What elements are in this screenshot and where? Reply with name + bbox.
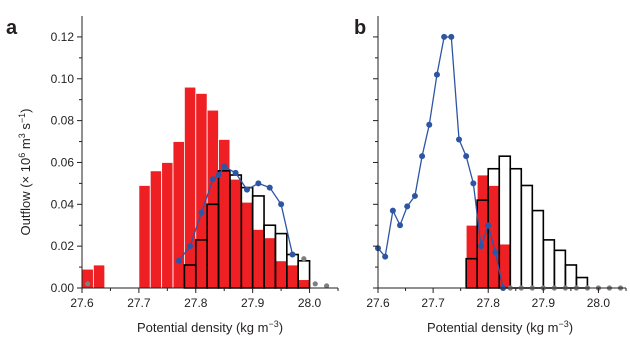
red-bar bbox=[252, 229, 265, 289]
blue-point bbox=[255, 180, 262, 187]
x-tick-label: 27.9 bbox=[241, 296, 265, 310]
x-tick-label: 28.0 bbox=[587, 296, 611, 310]
x-tick-label: 28.0 bbox=[298, 296, 322, 310]
blue-point bbox=[448, 33, 455, 40]
grey-point bbox=[301, 256, 307, 262]
panel-b: b 27.6 27.7 27.8 27.9 28.0 Potential density… bbox=[354, 16, 627, 335]
outline-bar bbox=[542, 239, 556, 289]
red-bar bbox=[195, 93, 208, 289]
panel-a-y-ticks: 0.00 0.02 0.04 0.06 0.08 0.10 0.12 bbox=[51, 30, 82, 295]
y-tick-label: 0.04 bbox=[51, 197, 75, 211]
outline-bar bbox=[564, 264, 578, 289]
blue-point bbox=[243, 186, 250, 193]
red-bar bbox=[149, 170, 163, 289]
panel-a-red-bars bbox=[81, 86, 310, 289]
blue-point bbox=[232, 169, 239, 176]
red-bar bbox=[206, 109, 219, 289]
blue-point bbox=[492, 249, 499, 256]
grey-point bbox=[85, 281, 91, 287]
x-tick-label: 27.6 bbox=[366, 296, 390, 310]
x-tick-label: 27.8 bbox=[477, 296, 501, 310]
panel-a-x-ticks: 27.6 27.7 27.8 27.9 28.0 bbox=[70, 288, 339, 310]
panel-b-x-axis-label: Potential density (kg m−3) bbox=[427, 319, 573, 335]
blue-point bbox=[419, 153, 426, 160]
panel-b-x-ticks: 27.6 27.7 27.8 27.9 28.0 bbox=[366, 288, 627, 310]
blue-point bbox=[215, 172, 222, 179]
blue-point bbox=[278, 201, 285, 208]
red-bar bbox=[240, 201, 254, 289]
panel-a: a 0.000.020.040.060.080.100.12 27.6 27.7 2… bbox=[6, 16, 339, 335]
red-bar bbox=[92, 264, 106, 289]
red-bar bbox=[286, 264, 299, 289]
panel-a-label: a bbox=[6, 17, 18, 39]
blue-point bbox=[289, 251, 296, 258]
blue-point bbox=[470, 180, 477, 187]
panel-a-grey-points bbox=[85, 256, 330, 289]
blue-point bbox=[187, 243, 194, 250]
panel-a-x-axis-label: Potential density (kg m−3) bbox=[137, 319, 283, 335]
red-bar bbox=[138, 185, 151, 289]
blue-point bbox=[397, 222, 404, 229]
y-tick-label: 0.12 bbox=[51, 30, 75, 44]
red-bar bbox=[229, 178, 242, 289]
x-tick-label: 27.7 bbox=[127, 296, 151, 310]
y-tick-label: 0.02 bbox=[51, 239, 75, 253]
blue-point bbox=[266, 184, 273, 191]
red-bar bbox=[297, 279, 310, 289]
red-bar bbox=[263, 237, 276, 289]
panel-a-blue-line bbox=[178, 165, 294, 262]
panel-b-label: b bbox=[354, 17, 366, 39]
blue-point bbox=[389, 207, 396, 214]
blue-point bbox=[198, 209, 205, 216]
y-tick-label: 0.10 bbox=[51, 72, 75, 86]
blue-point bbox=[221, 163, 228, 170]
grey-point bbox=[312, 281, 318, 287]
x-tick-label: 27.9 bbox=[532, 296, 556, 310]
outline-bar bbox=[509, 167, 523, 289]
blue-point bbox=[382, 253, 389, 260]
blue-point bbox=[426, 121, 433, 128]
panel-b-y-ticks bbox=[373, 36, 378, 289]
red-bar bbox=[172, 141, 185, 289]
grey-point bbox=[324, 283, 330, 289]
red-bar bbox=[218, 139, 231, 289]
panel-a-blue-points bbox=[175, 163, 296, 264]
red-bar bbox=[183, 86, 197, 289]
blue-point bbox=[463, 153, 470, 160]
blue-point bbox=[175, 257, 182, 264]
red-bar bbox=[487, 185, 500, 289]
blue-point bbox=[411, 192, 418, 199]
blue-point bbox=[456, 136, 463, 143]
red-bar bbox=[465, 224, 478, 289]
blue-point bbox=[478, 243, 485, 250]
outline-bar bbox=[520, 184, 534, 289]
y-tick-label: 0.08 bbox=[51, 114, 75, 128]
blue-point bbox=[485, 222, 492, 229]
blue-point bbox=[441, 33, 448, 40]
red-bar bbox=[161, 162, 174, 289]
red-bar bbox=[498, 243, 511, 289]
x-tick-label: 27.8 bbox=[184, 296, 208, 310]
y-axis-label: Outflow (× 106 m3 s−1) bbox=[17, 109, 33, 236]
x-tick-label: 27.7 bbox=[421, 296, 445, 310]
red-bar bbox=[275, 260, 288, 289]
outline-bar bbox=[531, 209, 545, 289]
x-tick-label: 27.6 bbox=[70, 296, 94, 310]
outline-bar bbox=[553, 249, 567, 289]
y-tick-label: 0.06 bbox=[51, 155, 75, 169]
blue-point bbox=[209, 176, 216, 183]
blue-point bbox=[433, 71, 440, 78]
panel-b-blue-points bbox=[375, 33, 507, 291]
y-tick-label: 0.00 bbox=[51, 281, 75, 295]
blue-point bbox=[404, 203, 411, 210]
